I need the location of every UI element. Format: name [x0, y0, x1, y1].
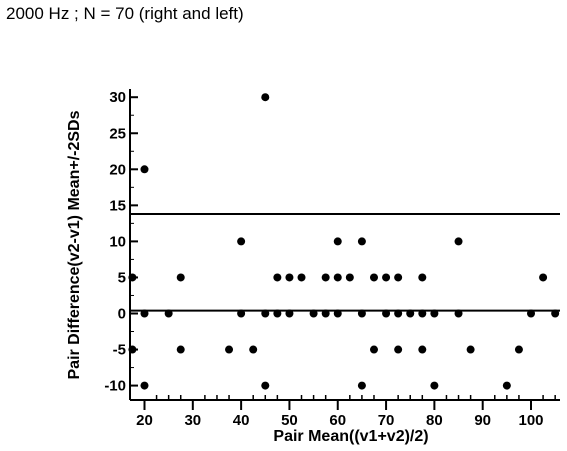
data-point: [333, 237, 342, 246]
data-point: [539, 273, 548, 282]
x-tick-label: 20: [136, 412, 153, 429]
y-tick-label: 10: [109, 233, 126, 250]
y-axis-label: Pair Difference(v2-v1) Mean+/-2SDs: [66, 110, 83, 379]
chart-title: 2000 Hz ; N = 70 (right and left): [6, 4, 244, 23]
data-point: [237, 237, 246, 246]
data-point: [345, 273, 354, 282]
x-tick-label: 90: [474, 412, 491, 429]
data-point: [285, 309, 294, 318]
x-tick-label: 30: [184, 412, 201, 429]
data-point: [382, 309, 391, 318]
data-point: [551, 309, 560, 318]
data-point: [394, 273, 403, 282]
data-point: [418, 345, 427, 354]
data-point: [333, 273, 342, 282]
y-tick-label: 30: [109, 89, 126, 106]
y-tick-label: 25: [109, 125, 126, 142]
data-point: [454, 237, 463, 246]
x-tick-label: 100: [518, 412, 543, 429]
data-point: [418, 309, 427, 318]
data-point: [406, 309, 415, 318]
data-point: [176, 345, 185, 354]
data-point: [430, 309, 439, 318]
x-tick-label: 50: [281, 412, 298, 429]
x-tick-label: 60: [329, 412, 346, 429]
data-point: [285, 273, 294, 282]
reference-lines: [130, 213, 560, 312]
data-points: [128, 93, 560, 390]
x-tick-label: 70: [378, 412, 395, 429]
data-point: [382, 273, 391, 282]
data-point: [357, 381, 366, 390]
data-point: [261, 381, 270, 390]
x-axis-label: Pair Mean((v1+v2)/2): [273, 428, 428, 445]
y-tick-label: 20: [109, 161, 126, 178]
data-point: [321, 309, 330, 318]
data-point: [357, 237, 366, 246]
data-point: [273, 273, 282, 282]
data-point: [430, 381, 439, 390]
axes: -10 -5 0 5 10 15 20 25 30 20 30 40 50 60 70 80 90 100: [104, 89, 560, 429]
data-point: [309, 309, 318, 318]
data-point: [514, 345, 523, 354]
data-point: [454, 309, 463, 318]
data-point: [273, 309, 282, 318]
y-tick-label: 5: [118, 269, 126, 286]
data-point: [466, 345, 475, 354]
data-point: [128, 273, 137, 282]
data-point: [527, 309, 536, 318]
data-point: [502, 381, 511, 390]
data-point: [261, 93, 270, 102]
data-point: [357, 309, 366, 318]
data-point: [140, 309, 149, 318]
data-point: [225, 345, 234, 354]
data-point: [140, 381, 149, 390]
x-tick-label: 40: [233, 412, 250, 429]
data-point: [418, 273, 427, 282]
data-point: [128, 345, 137, 354]
data-point: [261, 309, 270, 318]
data-point: [394, 345, 403, 354]
y-tick-label: 0: [118, 305, 126, 322]
data-point: [176, 273, 185, 282]
data-point: [249, 345, 258, 354]
data-point: [164, 309, 173, 318]
data-point: [237, 309, 246, 318]
y-tick-label: -5: [113, 342, 126, 359]
data-point: [369, 345, 378, 354]
data-point: [333, 309, 342, 318]
x-tick-label: 80: [426, 412, 443, 429]
y-tick-label: -10: [104, 378, 126, 395]
data-point: [321, 273, 330, 282]
y-tick-label: 15: [109, 197, 126, 214]
data-point: [394, 309, 403, 318]
data-point: [140, 165, 149, 174]
data-point: [369, 273, 378, 282]
data-point: [297, 273, 306, 282]
